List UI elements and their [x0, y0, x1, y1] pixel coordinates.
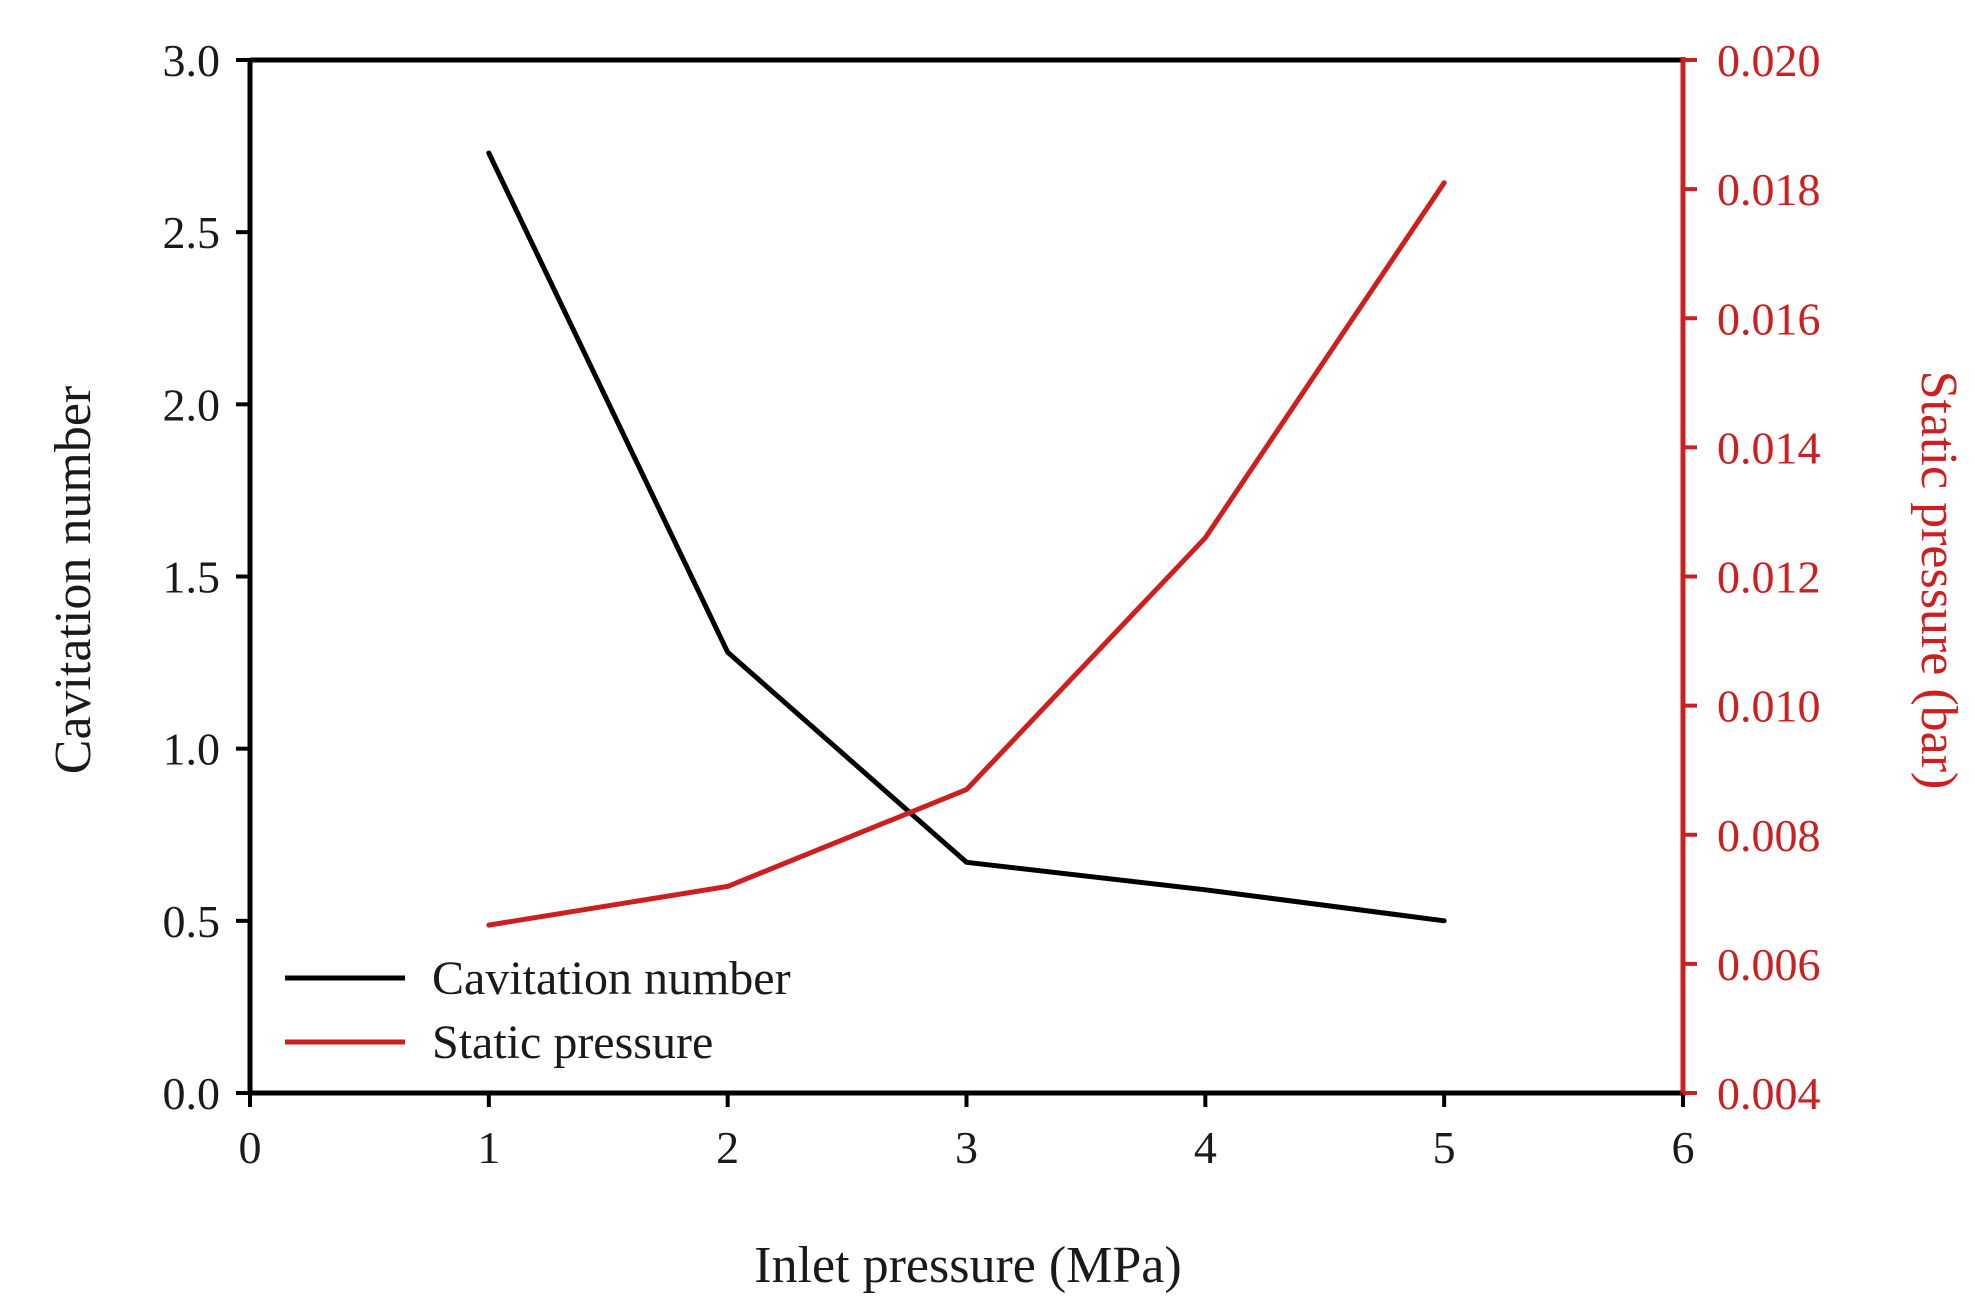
y-left-tick-label: 1.5 — [163, 552, 221, 603]
ticks: 0 1 2 3 4 5 6 0.0 0.5 1.0 1.5 2.0 2.5 3.0 0.004 0.006 0.… — [163, 35, 1821, 1173]
y-right-tick-label: 0.010 — [1717, 681, 1821, 732]
x-tick-label: 4 — [1194, 1122, 1217, 1173]
legend-label-static-pressure: Static pressure — [432, 1016, 713, 1069]
y-left-tick-label: 2.5 — [163, 207, 221, 258]
y-right-tick-label: 0.018 — [1717, 164, 1821, 215]
y-axis-right-title: Static pressure (bar) — [1910, 371, 1967, 790]
series-line-cavitation-number — [486, 150, 1447, 924]
x-axis-title: Inlet pressure (MPa) — [754, 1237, 1181, 1294]
series-lines — [486, 150, 1447, 928]
y-left-tick-label: 0.0 — [163, 1068, 221, 1119]
x-tick-label: 5 — [1433, 1122, 1456, 1173]
y-left-tick-label: 1.0 — [163, 724, 221, 775]
y-left-tick-label: 2.0 — [163, 379, 221, 430]
series-line-static-pressure — [486, 180, 1447, 928]
y-right-tick-label: 0.020 — [1717, 35, 1821, 86]
y-right-tick-label: 0.016 — [1717, 293, 1821, 344]
legend: Cavitation number Static pressure — [285, 952, 791, 1069]
y-right-tick-label: 0.014 — [1717, 422, 1821, 473]
y-left-tick-label: 0.5 — [163, 896, 221, 947]
axes — [247, 57, 1686, 1096]
legend-label-cavitation: Cavitation number — [432, 952, 791, 1005]
y-right-tick-label: 0.012 — [1717, 552, 1821, 603]
y-axis-left-title: Cavitation number — [45, 386, 102, 774]
x-tick-label: 3 — [955, 1122, 978, 1173]
y-right-tick-label: 0.006 — [1717, 939, 1821, 990]
y-right-tick-label: 0.004 — [1717, 1068, 1821, 1119]
y-right-tick-label: 0.008 — [1717, 810, 1821, 861]
x-tick-label: 1 — [477, 1122, 500, 1173]
x-tick-label: 2 — [716, 1122, 739, 1173]
x-tick-label: 0 — [239, 1122, 262, 1173]
x-tick-label: 6 — [1672, 1122, 1695, 1173]
y-left-tick-label: 3.0 — [163, 35, 221, 86]
